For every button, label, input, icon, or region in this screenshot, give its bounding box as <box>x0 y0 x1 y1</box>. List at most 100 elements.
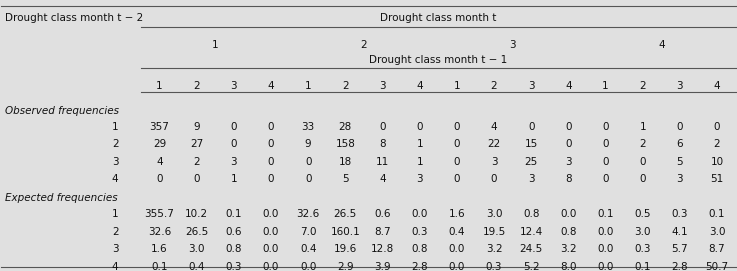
Text: 22: 22 <box>487 139 500 149</box>
Text: 4: 4 <box>379 174 385 184</box>
Text: 160.1: 160.1 <box>330 227 360 237</box>
Text: 357: 357 <box>150 122 170 132</box>
Text: 5: 5 <box>342 174 349 184</box>
Text: 0: 0 <box>305 157 312 166</box>
Text: 5.7: 5.7 <box>671 244 688 254</box>
Text: 0: 0 <box>602 157 609 166</box>
Text: 3: 3 <box>416 174 423 184</box>
Text: 1: 1 <box>305 81 312 91</box>
Text: 0.0: 0.0 <box>263 227 279 237</box>
Text: 2: 2 <box>491 81 497 91</box>
Text: 0.6: 0.6 <box>374 209 391 220</box>
Text: 24.5: 24.5 <box>520 244 543 254</box>
Text: 0: 0 <box>602 174 609 184</box>
Text: 2: 2 <box>112 227 119 237</box>
Text: 0: 0 <box>305 174 312 184</box>
Text: 4: 4 <box>565 81 572 91</box>
Text: 3: 3 <box>528 81 534 91</box>
Text: 6: 6 <box>677 139 683 149</box>
Text: 33: 33 <box>301 122 315 132</box>
Text: 29: 29 <box>153 139 166 149</box>
Text: 51: 51 <box>710 174 724 184</box>
Text: 0: 0 <box>565 122 572 132</box>
Text: 0: 0 <box>640 157 646 166</box>
Text: 28: 28 <box>339 122 352 132</box>
Text: Drought class month t − 1: Drought class month t − 1 <box>369 55 507 65</box>
Text: 0.1: 0.1 <box>597 209 614 220</box>
Text: 0.3: 0.3 <box>635 244 651 254</box>
Text: 4: 4 <box>491 122 497 132</box>
Text: 3: 3 <box>231 157 237 166</box>
Text: 0: 0 <box>713 122 720 132</box>
Text: 0.0: 0.0 <box>263 209 279 220</box>
Text: 2: 2 <box>713 139 720 149</box>
Text: 4: 4 <box>713 81 720 91</box>
Text: 4: 4 <box>112 174 119 184</box>
Text: 0: 0 <box>156 174 163 184</box>
Text: 0.4: 0.4 <box>300 244 316 254</box>
Text: 1: 1 <box>156 81 163 91</box>
Text: 4: 4 <box>658 40 665 50</box>
Text: 0.8: 0.8 <box>523 209 539 220</box>
Text: 0: 0 <box>453 122 460 132</box>
Text: 3.0: 3.0 <box>709 227 725 237</box>
Text: 0.1: 0.1 <box>709 209 725 220</box>
Text: 32.6: 32.6 <box>148 227 171 237</box>
Text: 1: 1 <box>112 209 119 220</box>
Text: 0.0: 0.0 <box>449 244 465 254</box>
Text: 0.3: 0.3 <box>411 227 428 237</box>
Text: 12.4: 12.4 <box>520 227 543 237</box>
Text: 3.0: 3.0 <box>486 209 502 220</box>
Text: 0.0: 0.0 <box>560 209 576 220</box>
Text: 0: 0 <box>677 122 683 132</box>
Text: 1: 1 <box>602 81 609 91</box>
Text: 0: 0 <box>528 122 534 132</box>
Text: 8.7: 8.7 <box>374 227 391 237</box>
Text: 4: 4 <box>112 262 119 271</box>
Text: 3: 3 <box>677 81 683 91</box>
Text: 0.4: 0.4 <box>449 227 465 237</box>
Text: 9: 9 <box>305 139 312 149</box>
Text: 0.3: 0.3 <box>226 262 242 271</box>
Text: 0: 0 <box>491 174 497 184</box>
Text: 19.5: 19.5 <box>483 227 506 237</box>
Text: 3.0: 3.0 <box>635 227 651 237</box>
Text: 0: 0 <box>231 139 237 149</box>
Text: 0.1: 0.1 <box>635 262 651 271</box>
Text: 4: 4 <box>156 157 163 166</box>
Text: 0.8: 0.8 <box>226 244 242 254</box>
Text: 0.3: 0.3 <box>486 262 502 271</box>
Text: 1.6: 1.6 <box>151 244 168 254</box>
Text: 3.0: 3.0 <box>189 244 205 254</box>
Text: 18: 18 <box>339 157 352 166</box>
Text: 2: 2 <box>193 157 200 166</box>
Text: 0: 0 <box>193 174 200 184</box>
Text: 3: 3 <box>112 244 119 254</box>
Text: Drought class month t − 2: Drought class month t − 2 <box>5 12 143 22</box>
Text: 0: 0 <box>602 139 609 149</box>
Text: 3.9: 3.9 <box>374 262 391 271</box>
Text: 3: 3 <box>565 157 572 166</box>
Text: 0.0: 0.0 <box>300 262 316 271</box>
Text: 0.0: 0.0 <box>263 262 279 271</box>
Text: 0.0: 0.0 <box>597 227 614 237</box>
Text: 7.0: 7.0 <box>300 227 316 237</box>
Text: 0: 0 <box>602 122 609 132</box>
Text: 0.1: 0.1 <box>151 262 168 271</box>
Text: 2: 2 <box>112 139 119 149</box>
Text: 0: 0 <box>268 122 274 132</box>
Text: 3: 3 <box>379 81 385 91</box>
Text: 4: 4 <box>416 81 423 91</box>
Text: 0.8: 0.8 <box>560 227 576 237</box>
Text: 0.8: 0.8 <box>411 244 428 254</box>
Text: 0: 0 <box>416 122 423 132</box>
Text: 0.4: 0.4 <box>189 262 205 271</box>
Text: 1: 1 <box>640 122 646 132</box>
Text: 2: 2 <box>360 40 367 50</box>
Text: 0.0: 0.0 <box>597 244 614 254</box>
Text: 26.5: 26.5 <box>334 209 357 220</box>
Text: 0.5: 0.5 <box>635 209 651 220</box>
Text: 5: 5 <box>677 157 683 166</box>
Text: 355.7: 355.7 <box>144 209 175 220</box>
Text: 8: 8 <box>379 139 385 149</box>
